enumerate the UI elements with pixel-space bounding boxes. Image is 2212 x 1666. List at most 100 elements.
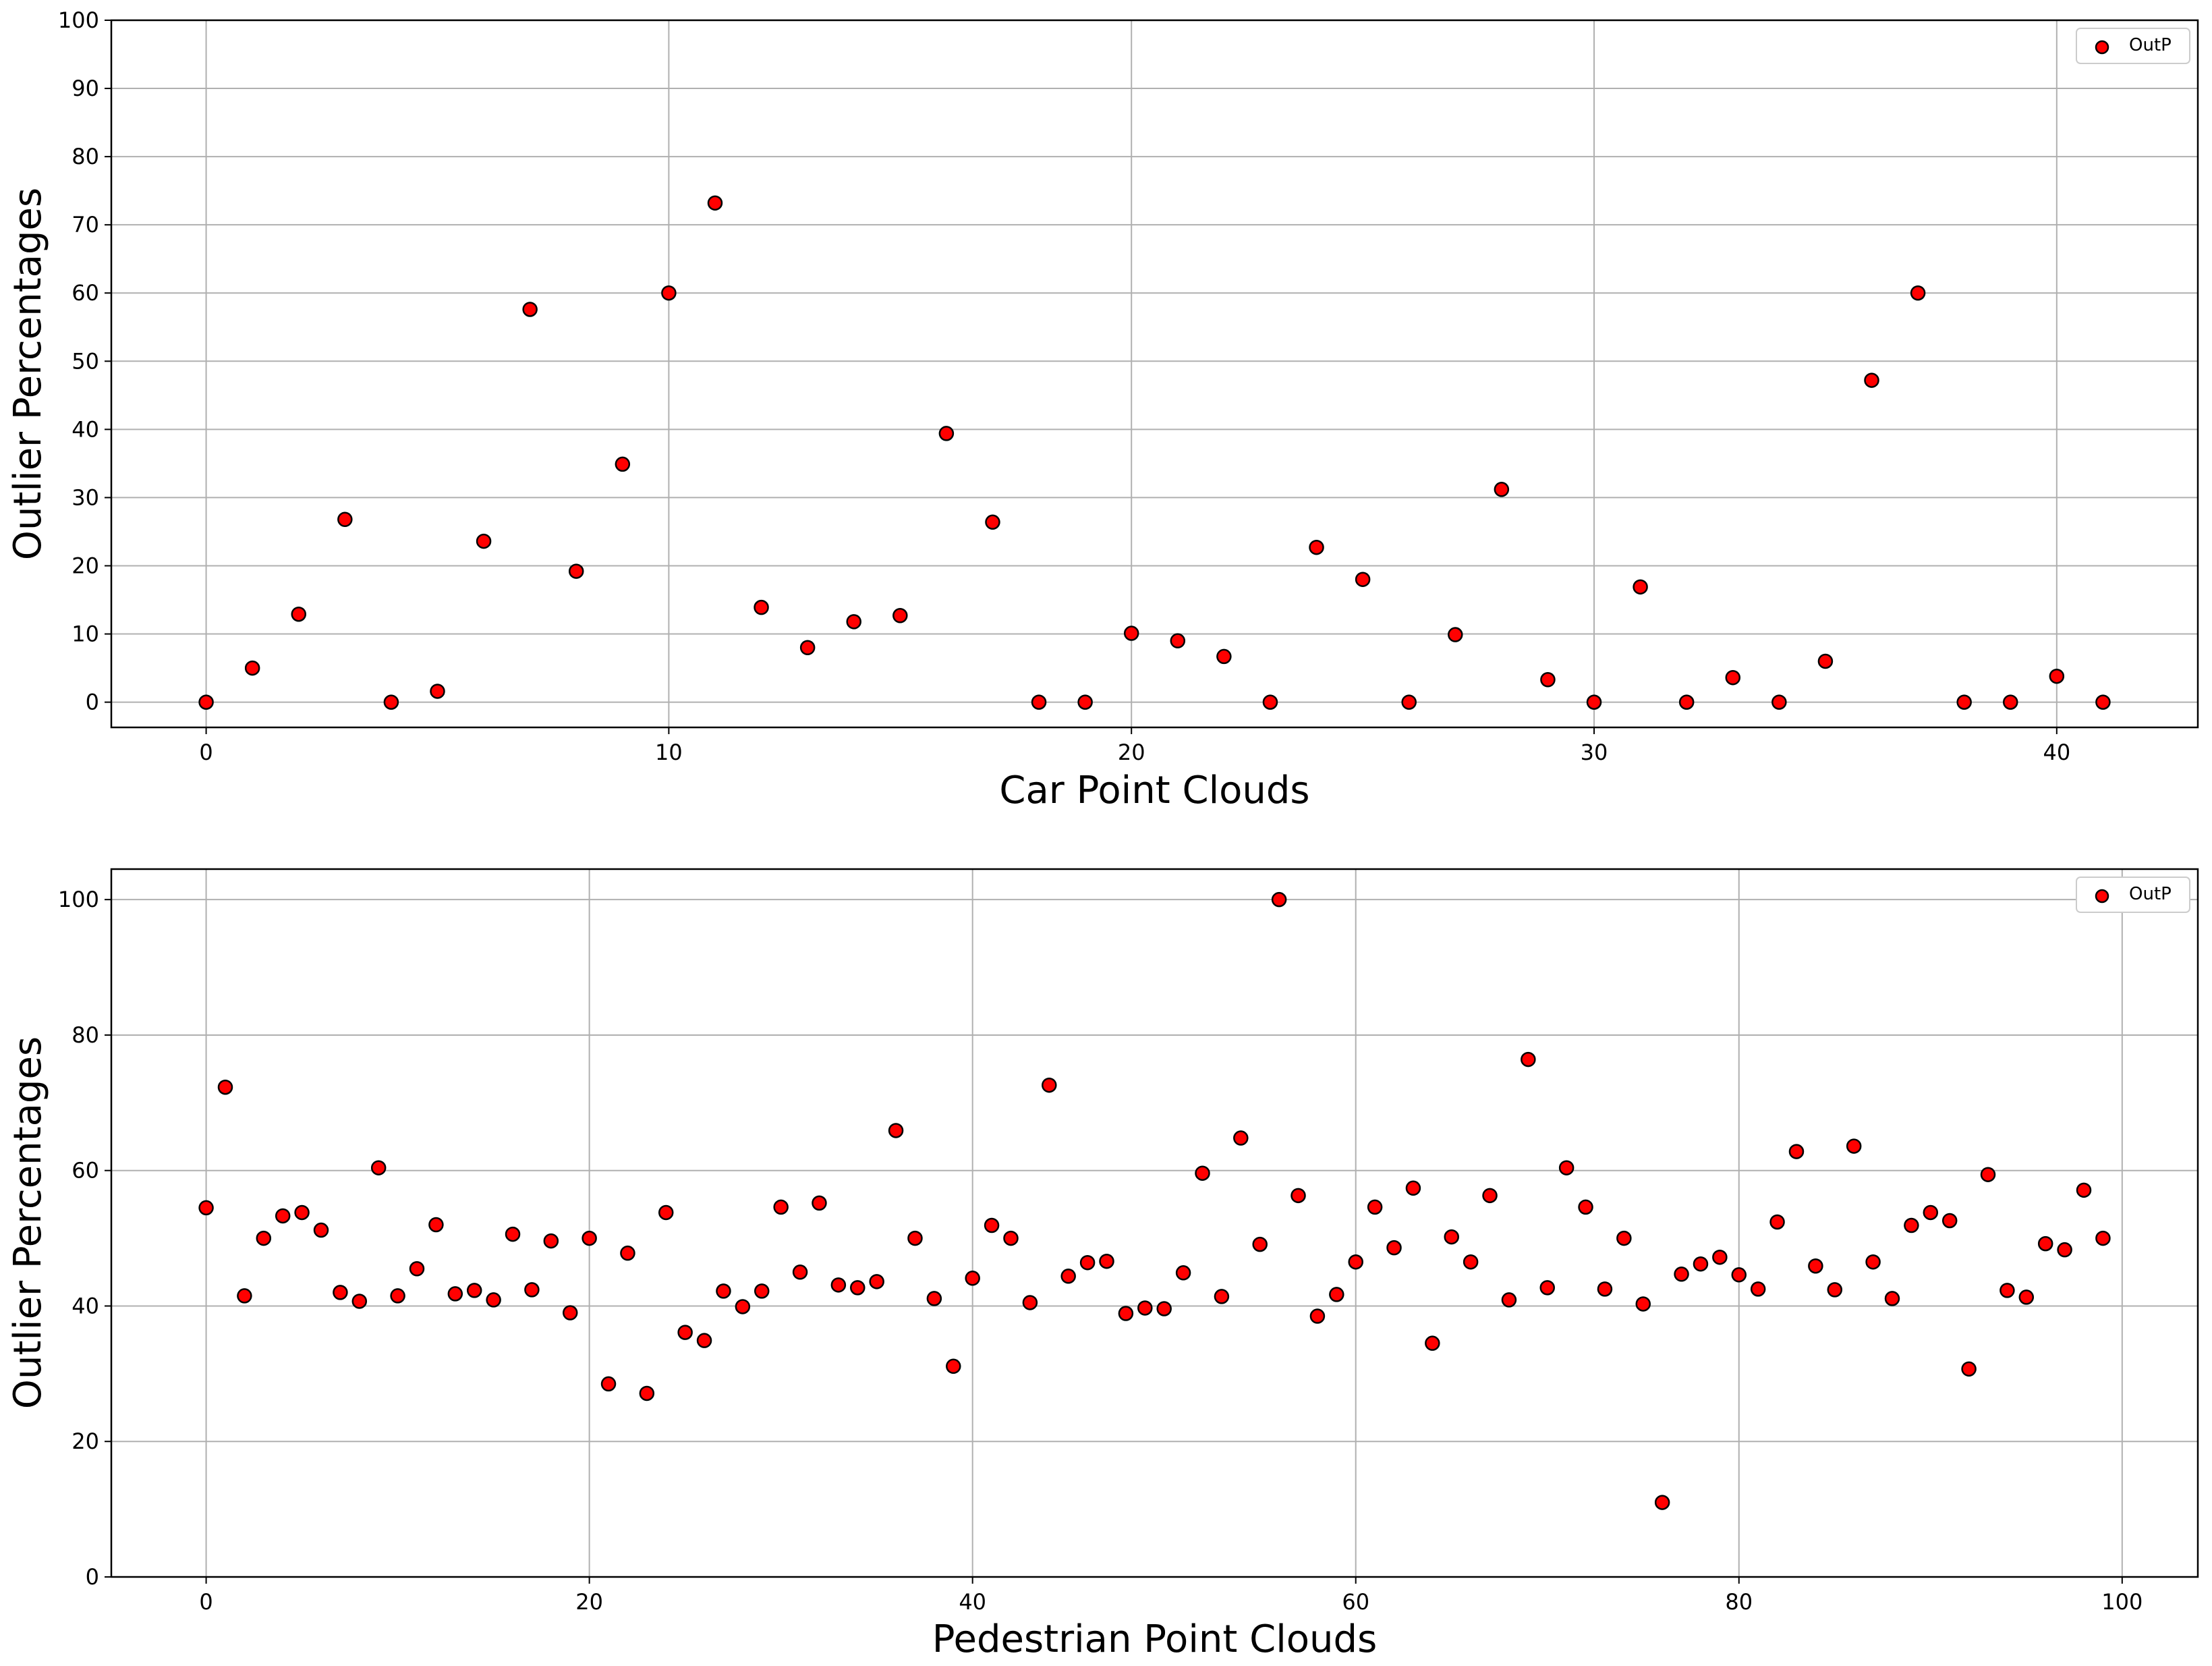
legend-marker	[2095, 40, 2109, 55]
data-point	[1616, 1230, 1632, 1246]
data-point	[1864, 372, 1879, 388]
data-point	[1386, 1240, 1402, 1256]
legend-label: OutP	[2129, 35, 2172, 55]
data-point	[938, 426, 955, 441]
data-point	[1725, 669, 1741, 686]
data-point	[1817, 653, 1834, 669]
data-point	[2076, 1182, 2092, 1198]
x-tick-label: 40	[959, 1589, 986, 1615]
data-point	[1214, 1289, 1230, 1304]
data-point	[1712, 1249, 1728, 1265]
data-point	[476, 533, 492, 549]
data-point	[985, 514, 1000, 530]
legend: OutP	[2076, 28, 2190, 64]
data-point	[735, 1299, 751, 1314]
data-point	[615, 456, 631, 472]
data-point	[1558, 1160, 1575, 1175]
data-point	[275, 1208, 291, 1224]
data-point	[754, 599, 769, 615]
data-point	[1309, 539, 1324, 555]
data-point	[620, 1245, 635, 1261]
data-point	[696, 1333, 712, 1348]
y-tick-label: 0	[86, 690, 99, 715]
data-point	[926, 1291, 942, 1306]
data-point	[1077, 694, 1093, 710]
data-point	[1216, 648, 1232, 665]
y-tick-label: 40	[72, 1293, 99, 1318]
data-point	[1022, 1295, 1038, 1310]
data-point	[430, 684, 445, 699]
data-point	[1031, 694, 1047, 710]
data-point	[428, 1217, 444, 1233]
data-point	[1904, 1217, 1919, 1233]
data-point	[1309, 1308, 1326, 1324]
y-tick-label: 10	[72, 621, 99, 647]
data-point	[1170, 633, 1186, 648]
x-tick-label: 10	[655, 740, 683, 765]
x-tick-label: 20	[575, 1589, 603, 1615]
data-point	[1678, 694, 1695, 710]
legend: OutP	[2076, 877, 2190, 913]
y-tick-label: 90	[72, 76, 99, 101]
data-point	[1827, 1282, 1843, 1298]
data-point	[1271, 891, 1287, 908]
x-axis-title: Pedestrian Point Clouds	[932, 1617, 1378, 1661]
data-point	[351, 1294, 368, 1309]
data-point	[2057, 1242, 2072, 1258]
data-point	[337, 511, 353, 528]
data-point	[2095, 1230, 2111, 1246]
data-point	[294, 1204, 310, 1221]
data-point	[1405, 1180, 1421, 1196]
y-tick-label: 60	[72, 1158, 99, 1184]
data-point	[1771, 694, 1787, 710]
data-point	[333, 1285, 348, 1300]
data-point	[1674, 1267, 1689, 1282]
y-tick-label: 0	[86, 1564, 99, 1590]
data-point	[1355, 572, 1371, 587]
data-point	[1633, 579, 1648, 595]
y-tick-label: 100	[58, 7, 99, 33]
x-tick-label: 0	[199, 1589, 212, 1615]
data-point	[830, 1277, 847, 1293]
data-point	[1123, 626, 1139, 641]
data-point	[792, 1265, 808, 1280]
x-axis-title: Car Point Clouds	[999, 769, 1309, 812]
data-point	[639, 1385, 655, 1401]
data-point	[965, 1271, 980, 1286]
data-point	[505, 1226, 521, 1242]
x-tick-label: 30	[1581, 740, 1608, 765]
data-point	[846, 614, 861, 630]
data-point	[409, 1261, 425, 1277]
data-point	[2002, 694, 2018, 710]
data-point	[661, 285, 677, 301]
data-point	[1910, 285, 1926, 301]
x-tick-label: 100	[2101, 1589, 2143, 1615]
data-point	[946, 1358, 961, 1375]
data-point	[1042, 1077, 1057, 1093]
data-point	[1401, 694, 1417, 710]
data-point	[198, 1200, 214, 1216]
data-point	[568, 563, 584, 579]
data-point	[850, 1280, 866, 1296]
data-point	[1463, 1254, 1479, 1270]
data-point	[799, 640, 816, 656]
y-axis-title: Outlier Percentages	[6, 1036, 50, 1409]
data-point	[1367, 1199, 1383, 1215]
data-point	[1597, 1281, 1613, 1297]
data-point	[1482, 1188, 1498, 1204]
data-point	[707, 195, 723, 211]
data-point	[984, 1217, 1000, 1233]
data-point	[1348, 1254, 1363, 1270]
data-point	[1003, 1230, 1019, 1246]
y-tick-label: 30	[72, 484, 99, 510]
data-point	[2049, 668, 2065, 684]
data-point	[313, 1222, 329, 1238]
plot-frame	[110, 19, 2199, 729]
data-point	[2018, 1289, 2035, 1305]
data-point	[1865, 1254, 1881, 1270]
x-tick-label: 40	[2043, 740, 2070, 765]
pedestrian-outlier-chart: 0 20 40 60 80 100 0 20 40 60 80 100 Pedestrian Point…	[6, 868, 2199, 1661]
legend-box	[2076, 877, 2190, 913]
legend-box	[2076, 28, 2190, 64]
